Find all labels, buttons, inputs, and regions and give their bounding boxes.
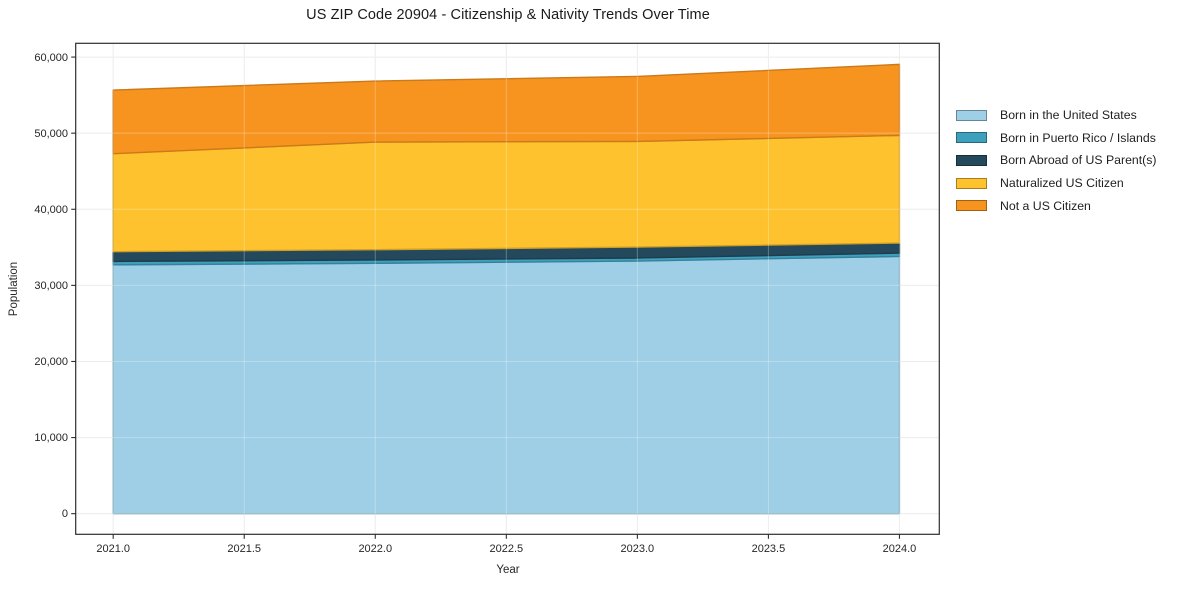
x-axis-label: Year <box>496 564 520 576</box>
legend-label-born-abroad-of-us-parent-s: Born Abroad of US Parent(s) <box>1000 153 1157 168</box>
x-tick-label: 2023.0 <box>620 543 655 555</box>
legend: Born in the United States Born in Puerto … <box>956 104 1157 217</box>
x-tick-label: 2021.5 <box>227 543 262 555</box>
legend-item-born-in-puerto-rico-islands: Born in Puerto Rico / Islands <box>956 127 1157 150</box>
legend-swatch-naturalized-us-citizen <box>956 177 987 189</box>
y-axis-label: Population <box>8 261 20 317</box>
legend-swatch-not-a-us-citizen <box>956 200 987 212</box>
legend-label-not-a-us-citizen: Not a US Citizen <box>1000 198 1091 213</box>
y-tick-label: 60,000 <box>34 51 68 64</box>
x-tick-label: 2022.5 <box>489 543 524 555</box>
y-tick-label: 0 <box>61 508 68 521</box>
y-tick-label: 30,000 <box>34 279 68 292</box>
x-tick-label: 2023.5 <box>751 543 786 555</box>
area-not-a-us-citizen <box>112 63 901 155</box>
legend-label-naturalized-us-citizen: Naturalized US Citizen <box>1000 176 1124 191</box>
y-tick-label: 10,000 <box>34 432 68 445</box>
chart-title: US ZIP Code 20904 - Citizenship & Nativi… <box>306 7 710 23</box>
legend-item-born-abroad-of-us-parent-s: Born Abroad of US Parent(s) <box>956 149 1157 172</box>
x-tick-label: 2022.0 <box>358 543 393 555</box>
x-tick-label: 2021.0 <box>96 543 130 555</box>
legend-swatch-born-in-puerto-rico-islands <box>956 132 987 144</box>
legend-swatch-born-abroad-of-us-parent-s <box>956 154 987 166</box>
y-tick-label: 50,000 <box>34 127 68 140</box>
plot-border <box>75 42 940 535</box>
legend-label-born-in-the-united-states: Born in the United States <box>1000 108 1137 123</box>
legend-swatch-born-in-the-united-states <box>956 109 987 121</box>
x-tick-label: 2024.0 <box>882 543 917 555</box>
legend-label-born-in-puerto-rico-islands: Born in Puerto Rico / Islands <box>1000 130 1156 145</box>
y-tick-label: 20,000 <box>34 355 68 368</box>
y-tick-label: 40,000 <box>34 203 68 216</box>
legend-item-naturalized-us-citizen: Naturalized US Citizen <box>956 172 1157 195</box>
legend-item-born-in-the-united-states: Born in the United States <box>956 104 1157 127</box>
legend-item-not-a-us-citizen: Not a US Citizen <box>956 194 1157 217</box>
